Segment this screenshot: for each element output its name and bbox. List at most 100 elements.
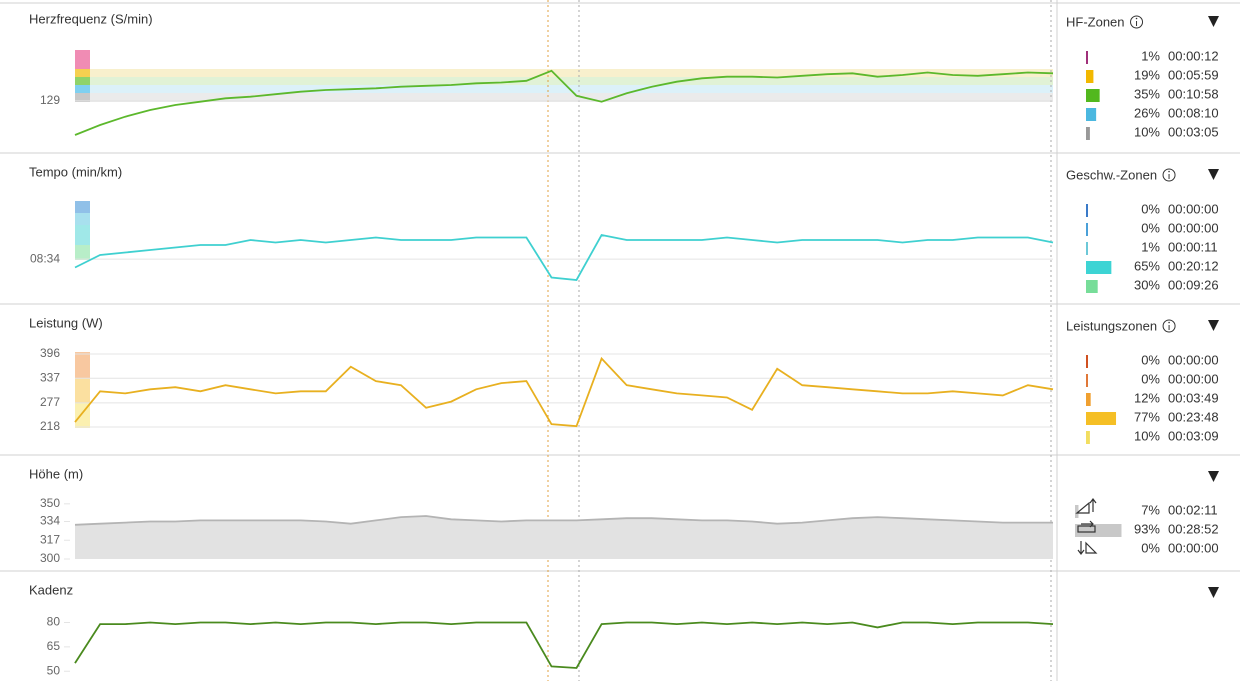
zone-percent: 0%: [1141, 220, 1160, 235]
zone-time: 00:03:49: [1168, 390, 1219, 405]
zone-percent: 10%: [1134, 124, 1160, 139]
dropdown-arrow[interactable]: [1208, 320, 1219, 331]
zone-bar: [1086, 204, 1088, 217]
zone-bar: [1086, 431, 1090, 444]
info-dot: [1135, 17, 1138, 20]
height-icons: [1075, 498, 1098, 555]
info-circle: [1130, 15, 1144, 29]
zone-time: 00:09:26: [1168, 277, 1219, 292]
dropdown-arrow[interactable]: [1208, 169, 1219, 180]
y-tick-label: 300: [40, 551, 60, 565]
dropdown-arrow[interactable]: [1208, 471, 1219, 482]
zone-time: 00:00:12: [1168, 48, 1219, 63]
zone-bar: [1075, 505, 1079, 518]
zone-time: 00:03:09: [1168, 428, 1219, 443]
zone-time: 00:02:11: [1168, 502, 1218, 517]
zone-percent: 1%: [1141, 48, 1160, 63]
zone-time: 00:00:00: [1168, 540, 1219, 555]
data-line: [74, 69, 1054, 136]
info-dot: [1168, 321, 1170, 324]
y-tick-label: 277: [40, 395, 60, 409]
pause-markers: [547, 0, 1052, 681]
zone-percent: 7%: [1141, 502, 1160, 517]
zone-percent: 65%: [1134, 258, 1160, 273]
zone-time: 00:03:05: [1168, 124, 1219, 139]
info-icon: [1162, 168, 1176, 182]
y-tick-label: 50: [47, 663, 61, 677]
y-tick-label: 08:34: [30, 251, 60, 265]
y-tick-label: 80: [47, 615, 61, 629]
data-line: [74, 515, 1053, 526]
zone-percent: 30%: [1134, 277, 1160, 292]
zone-time: 00:00:00: [1168, 352, 1219, 367]
zone-title: HF-Zonen: [1066, 14, 1125, 29]
data-line: [74, 621, 1054, 669]
zone-bar: [1086, 223, 1088, 236]
zone-time: 00:10:58: [1168, 86, 1219, 101]
zone-bar: [1086, 108, 1097, 121]
data-line: [74, 233, 1054, 281]
zone-bar: [1086, 280, 1098, 293]
zone-percent: 1%: [1141, 239, 1160, 254]
zone-bar: [1086, 261, 1112, 274]
info-circle: [1162, 319, 1176, 333]
panel-title: Höhe (m): [29, 466, 83, 481]
zone-percent: 0%: [1141, 371, 1160, 386]
zone-percent: 10%: [1134, 428, 1160, 443]
zone-time: 00:00:00: [1168, 201, 1219, 216]
area-fill: [75, 516, 1053, 559]
zone-percent: 0%: [1141, 201, 1160, 216]
zone-time: 00:00:00: [1168, 371, 1219, 386]
zone-bar: [1086, 412, 1117, 425]
y-tick-label: 317: [40, 532, 60, 546]
panel-title: Tempo (min/km): [29, 164, 122, 179]
zone-percent: 26%: [1134, 105, 1160, 120]
y-tick-label: 218: [40, 419, 60, 433]
y-tick-label: 129: [40, 93, 60, 107]
zone-bar: [1086, 70, 1094, 83]
data-line: [74, 356, 1054, 428]
zone-time: 00:08:10: [1168, 105, 1219, 120]
zone-title: Geschw.-Zonen: [1066, 167, 1157, 182]
zone-time: 00:20:12: [1168, 258, 1219, 273]
info-icon: [1130, 15, 1144, 29]
zone-bar: [1086, 127, 1090, 140]
zone-time: 00:28:52: [1168, 521, 1219, 536]
info-dot: [1168, 170, 1170, 173]
y-tick-label: 65: [47, 639, 61, 653]
zone-bar: [1086, 89, 1100, 102]
dropdown-arrow[interactable]: [1208, 587, 1219, 598]
zone-bands: [75, 50, 1053, 428]
zone-percent: 93%: [1134, 521, 1160, 536]
zone-time: 00:00:11: [1168, 239, 1218, 254]
zone-title: Leistungszonen: [1066, 318, 1157, 333]
zone-bar: [1086, 51, 1088, 64]
info-icon: [1162, 319, 1176, 333]
y-tick-label: 334: [40, 514, 60, 528]
zone-bar: [1086, 374, 1088, 387]
dropdown-arrow[interactable]: [1208, 16, 1219, 27]
zone-percent: 35%: [1134, 86, 1160, 101]
zone-bar: [1086, 242, 1088, 255]
zone-bar: [1075, 524, 1122, 537]
zone-bar: [1086, 355, 1088, 368]
zone-time: 00:00:00: [1168, 220, 1219, 235]
y-tick-label: 337: [40, 370, 60, 384]
zone-bar: [1086, 393, 1091, 406]
zone-time: 00:05:59: [1168, 67, 1219, 82]
zone-percent: 77%: [1134, 409, 1160, 424]
zone-percent: 0%: [1141, 540, 1160, 555]
panel-title: Herzfrequenz (S/min): [29, 11, 153, 26]
panel-title: Leistung (W): [29, 315, 103, 330]
zone-percent: 19%: [1134, 67, 1160, 82]
info-circle: [1162, 168, 1176, 182]
zone-time: 00:23:48: [1168, 409, 1219, 424]
zone-percent: 12%: [1134, 390, 1160, 405]
y-tick-label: 350: [40, 496, 60, 510]
y-tick-label: 396: [40, 346, 60, 360]
zone-percent: 0%: [1141, 352, 1160, 367]
panel-title: Kadenz: [29, 582, 73, 597]
